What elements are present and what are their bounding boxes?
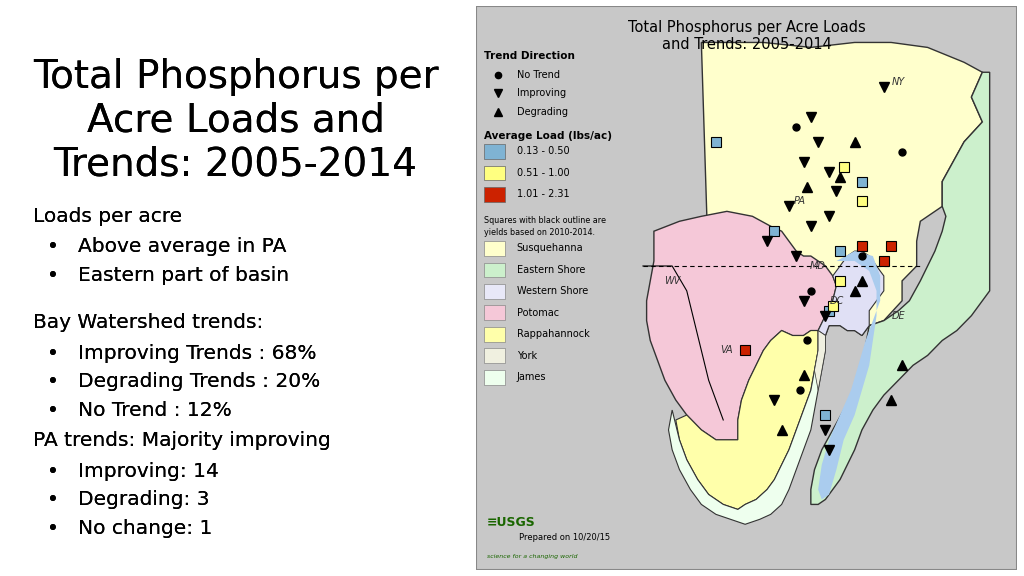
Text: 1.01 - 2.31: 1.01 - 2.31 (517, 190, 569, 199)
Text: DE: DE (892, 310, 905, 321)
Polygon shape (646, 211, 837, 440)
Text: •   No Trend : 12%: • No Trend : 12% (47, 401, 231, 420)
Polygon shape (701, 43, 982, 509)
Text: Rappahannock: Rappahannock (517, 329, 590, 339)
Text: Total Phosphorus per
Acre Loads and
Trends: 2005-2014: Total Phosphorus per Acre Loads and Tren… (33, 58, 438, 184)
Text: Prepared on 10/20/15: Prepared on 10/20/15 (519, 533, 610, 542)
Text: PA: PA (794, 196, 806, 206)
Text: ≡USGS: ≡USGS (487, 516, 536, 529)
Text: •   Improving: 14: • Improving: 14 (47, 462, 219, 480)
Text: •   Degrading: 3: • Degrading: 3 (47, 491, 210, 509)
FancyBboxPatch shape (484, 241, 505, 256)
Text: Loads per acre: Loads per acre (33, 207, 182, 225)
FancyBboxPatch shape (476, 6, 1017, 570)
Text: Total Phosphorus per Acre Loads
and Trends: 2005-2014: Total Phosphorus per Acre Loads and Tren… (628, 20, 865, 52)
Text: •   Improving: 14: • Improving: 14 (47, 462, 219, 480)
Text: Bay Watershed trends:: Bay Watershed trends: (33, 313, 263, 332)
Text: 0.13 - 0.50: 0.13 - 0.50 (517, 146, 569, 157)
Text: •   Degrading Trends : 20%: • Degrading Trends : 20% (47, 373, 321, 391)
Text: •   Above average in PA: • Above average in PA (47, 237, 287, 256)
Text: Susquehanna: Susquehanna (517, 244, 584, 253)
FancyBboxPatch shape (484, 327, 505, 342)
Text: WV: WV (664, 276, 680, 286)
FancyBboxPatch shape (484, 187, 505, 202)
Text: Western Shore: Western Shore (517, 286, 588, 297)
Text: Degrading: Degrading (517, 107, 567, 117)
Text: •   Eastern part of basin: • Eastern part of basin (47, 266, 289, 285)
Polygon shape (676, 331, 818, 509)
Text: Squares with black outline are
yields based on 2010-2014.: Squares with black outline are yields ba… (484, 216, 606, 237)
Text: science for a changing world: science for a changing world (487, 554, 578, 559)
Text: No Trend: No Trend (517, 70, 560, 79)
Text: Potomac: Potomac (517, 308, 559, 318)
FancyBboxPatch shape (484, 165, 505, 180)
Polygon shape (814, 331, 825, 390)
Text: Bay Watershed trends:: Bay Watershed trends: (33, 313, 263, 332)
FancyBboxPatch shape (484, 370, 505, 385)
Text: Loads per acre: Loads per acre (33, 207, 182, 225)
Text: York: York (517, 351, 537, 361)
Text: •   Degrading: 3: • Degrading: 3 (47, 491, 210, 509)
FancyBboxPatch shape (484, 284, 505, 299)
Polygon shape (669, 331, 825, 524)
Text: Average Load (lbs/ac): Average Load (lbs/ac) (484, 131, 612, 141)
FancyBboxPatch shape (484, 348, 505, 363)
Text: •   Above average in PA: • Above average in PA (47, 237, 287, 256)
Text: PA trends: Majority improving: PA trends: Majority improving (33, 431, 331, 450)
Text: •   No change: 1: • No change: 1 (47, 520, 212, 538)
Text: MD: MD (810, 261, 826, 271)
Polygon shape (818, 251, 884, 336)
Text: Total Phosphorus per
Acre Loads and
Trends: 2005-2014: Total Phosphorus per Acre Loads and Tren… (33, 58, 438, 184)
FancyBboxPatch shape (484, 263, 505, 277)
Text: •   No Trend : 12%: • No Trend : 12% (47, 401, 231, 420)
Text: PA trends: Majority improving: PA trends: Majority improving (33, 431, 331, 450)
Text: DC: DC (829, 295, 844, 306)
Text: James: James (517, 372, 546, 382)
Text: •   No change: 1: • No change: 1 (47, 520, 212, 538)
Text: Eastern Shore: Eastern Shore (517, 265, 585, 275)
Text: VA: VA (721, 346, 733, 355)
Text: •   Improving Trends : 68%: • Improving Trends : 68% (47, 344, 316, 362)
Text: •   Eastern part of basin: • Eastern part of basin (47, 266, 289, 285)
Text: •   Degrading Trends : 20%: • Degrading Trends : 20% (47, 373, 321, 391)
Text: Trend Direction: Trend Direction (484, 51, 575, 61)
Text: NY: NY (892, 77, 905, 87)
FancyBboxPatch shape (484, 305, 505, 320)
Text: •   Improving Trends : 68%: • Improving Trends : 68% (47, 344, 316, 362)
Polygon shape (811, 72, 989, 505)
Text: 0.51 - 1.00: 0.51 - 1.00 (517, 168, 569, 178)
Polygon shape (818, 251, 881, 499)
FancyBboxPatch shape (484, 144, 505, 159)
Text: Improving: Improving (517, 88, 566, 98)
